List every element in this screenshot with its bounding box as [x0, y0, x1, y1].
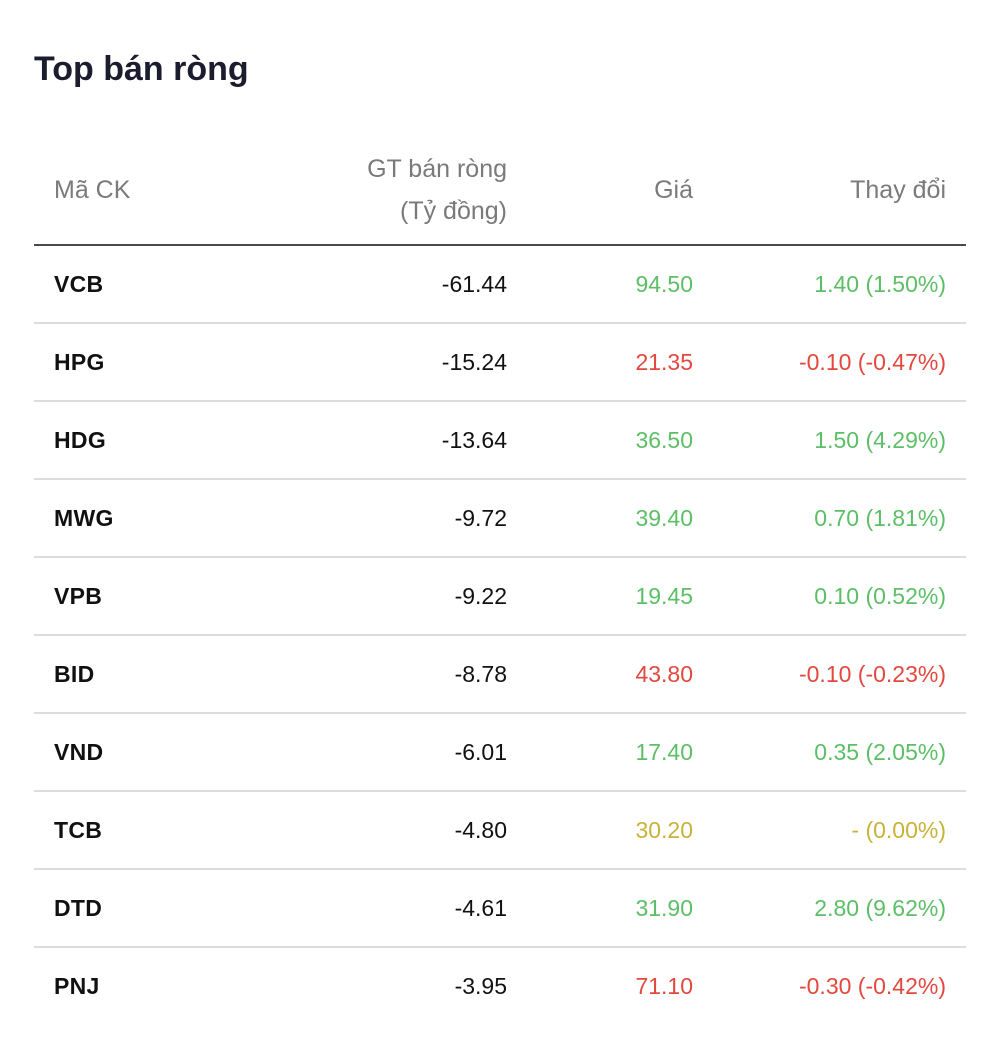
- symbol-cell[interactable]: PNJ: [54, 973, 100, 999]
- change-cell: 2.80 (9.62%): [713, 869, 966, 948]
- table-row[interactable]: HDG -13.64 36.50 1.50 (4.29%): [34, 401, 966, 480]
- change-cell: - (0.00%): [713, 791, 966, 870]
- change-cell: -0.30 (-0.42%): [798, 973, 946, 999]
- price-cell: 30.20: [527, 791, 713, 870]
- price-cell: 36.50: [527, 401, 713, 480]
- column-header-change[interactable]: Thay đổi: [713, 136, 966, 246]
- column-header-symbol[interactable]: Mã CK: [34, 136, 269, 246]
- table-row[interactable]: DTD -4.61 31.90 2.80 (9.62%): [34, 869, 966, 948]
- price-cell: 39.40: [527, 479, 713, 558]
- price-cell: 31.90: [527, 869, 713, 948]
- price-cell: 94.50: [527, 245, 713, 324]
- table-header: Mã CK GT bán ròng (Tỷ đồng) Giá Thay đổi: [34, 136, 966, 246]
- table-row[interactable]: VND -6.01 17.40 0.35 (2.05%): [34, 713, 966, 792]
- symbol-cell[interactable]: BID: [34, 635, 269, 714]
- net-sell-value-cell: -13.64: [269, 401, 527, 480]
- price-cell: 43.80: [527, 635, 713, 714]
- widget-title: Top bán ròng: [34, 50, 249, 88]
- net-sell-value-cell: -3.95: [454, 973, 507, 999]
- symbol-cell[interactable]: DTD: [34, 869, 269, 948]
- symbol-cell[interactable]: HDG: [34, 401, 269, 480]
- net-sell-value-cell: -9.72: [269, 479, 527, 558]
- symbol-cell[interactable]: MWG: [34, 479, 269, 558]
- price-cell: 19.45: [527, 557, 713, 636]
- table-body: VCB -61.44 94.50 1.40 (1.50%) HPG -15.24 21.35…: [34, 245, 966, 1025]
- net-sell-value-cell: -61.44: [269, 245, 527, 324]
- price-cell: 17.40: [527, 713, 713, 792]
- net-sell-value-cell: -15.24: [269, 323, 527, 402]
- change-cell: 0.10 (0.52%): [713, 557, 966, 636]
- column-header-net-sell[interactable]: GT bán ròng (Tỷ đồng): [269, 136, 527, 246]
- column-header-price[interactable]: Giá: [527, 136, 713, 246]
- table-row[interactable]: HPG -15.24 21.35 -0.10 (-0.47%): [34, 323, 966, 402]
- price-cell: 71.10: [635, 973, 693, 999]
- column-header-price-label: Giá: [654, 176, 693, 204]
- symbol-cell[interactable]: VCB: [34, 245, 269, 324]
- column-header-net-sell-unit: (Tỷ đồng): [400, 197, 507, 225]
- table-row[interactable]: TCB -4.80 30.20- (0.00%): [34, 791, 966, 870]
- table-row[interactable]: MWG -9.72 39.40 0.70 (1.81%): [34, 479, 966, 558]
- price-cell: 21.35: [527, 323, 713, 402]
- change-cell: -0.10 (-0.47%): [713, 323, 966, 402]
- symbol-cell[interactable]: TCB: [34, 791, 269, 870]
- change-cell: 0.35 (2.05%): [713, 713, 966, 792]
- symbol-cell[interactable]: HPG: [34, 323, 269, 402]
- column-header-net-sell-label: GT bán ròng: [367, 155, 507, 183]
- table-row[interactable]: BID -8.78 43.80 -0.10 (-0.23%): [34, 635, 966, 714]
- table-row[interactable]: VPB -9.22 19.45 0.10 (0.52%): [34, 557, 966, 636]
- change-cell: 0.70 (1.81%): [713, 479, 966, 558]
- table-row[interactable]: VCB -61.44 94.50 1.40 (1.50%): [34, 245, 966, 324]
- column-header-change-label: Thay đổi: [850, 176, 946, 204]
- change-cell: 1.40 (1.50%): [713, 245, 966, 324]
- net-sell-value-cell: -4.61: [269, 869, 527, 948]
- symbol-cell[interactable]: VPB: [34, 557, 269, 636]
- column-header-symbol-label: Mã CK: [54, 176, 131, 204]
- net-sell-value-cell: -8.78: [269, 635, 527, 714]
- change-cell: 1.50 (4.29%): [713, 401, 966, 480]
- symbol-cell[interactable]: VND: [34, 713, 269, 792]
- net-sell-value-cell: -4.80: [269, 791, 527, 870]
- change-cell: -0.10 (-0.23%): [713, 635, 966, 714]
- table-row[interactable]: PNJ -3.95 71.10 -0.30 (-0.42%): [34, 947, 966, 1025]
- net-sell-value-cell: -6.01: [269, 713, 527, 792]
- net-sell-value-cell: -9.22: [269, 557, 527, 636]
- net-sell-table: Mã CK GT bán ròng (Tỷ đồng) Giá Thay đổi…: [34, 136, 966, 1025]
